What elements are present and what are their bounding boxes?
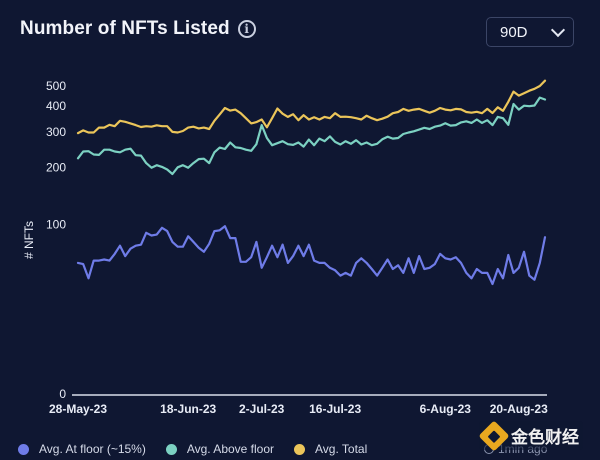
legend-label-total: Avg. Total [315, 442, 368, 456]
time-range-value: 90D [500, 23, 528, 41]
x-tick-label: 16-Jul-23 [309, 402, 361, 416]
title-row: Number of NFTs Listed i [20, 18, 256, 40]
legend-label-above-floor: Avg. Above floor [186, 442, 275, 456]
x-tick-label: 2-Jul-23 [239, 402, 285, 416]
legend-dot-at-floor [18, 443, 29, 455]
legend-dot-total [294, 443, 306, 455]
legend-label-at-floor: Avg. At floor (~15%) [39, 442, 146, 456]
x-tick-label: 28-May-23 [49, 402, 107, 416]
x-tick-label: 20-Aug-23 [490, 402, 548, 416]
y-tick-label: 0 [59, 387, 66, 401]
x-tick-label: 6-Aug-23 [420, 402, 472, 416]
legend: Avg. At floor (~15%) Avg. Above floor Av… [18, 442, 387, 456]
watermark-logo-icon [478, 419, 510, 452]
series-line-total [76, 79, 547, 135]
chart-title: Number of NFTs Listed [20, 18, 230, 39]
legend-dot-above-floor [165, 443, 177, 455]
series-line-at-floor [76, 225, 547, 286]
y-tick-label: 100 [46, 218, 66, 232]
legend-item-above-floor[interactable]: Avg. Above floor [165, 442, 275, 456]
info-icon[interactable]: i [237, 20, 256, 38]
time-range-select[interactable]: 90D [486, 17, 574, 47]
y-axis-label: # NFTs [22, 221, 36, 259]
legend-item-at-floor[interactable]: Avg. At floor (~15%) [18, 442, 146, 456]
y-tick-label: 400 [46, 99, 66, 113]
watermark: 金色财经 [478, 419, 583, 452]
series-line-above-floor [76, 96, 547, 176]
y-tick-label: 500 [46, 79, 66, 93]
legend-item-total[interactable]: Avg. Total [294, 442, 367, 456]
x-tick-label: 18-Jun-23 [160, 402, 216, 416]
watermark-text: 金色财经 [511, 428, 579, 448]
y-tick-label: 300 [46, 125, 66, 139]
y-tick-label: 200 [46, 160, 66, 174]
